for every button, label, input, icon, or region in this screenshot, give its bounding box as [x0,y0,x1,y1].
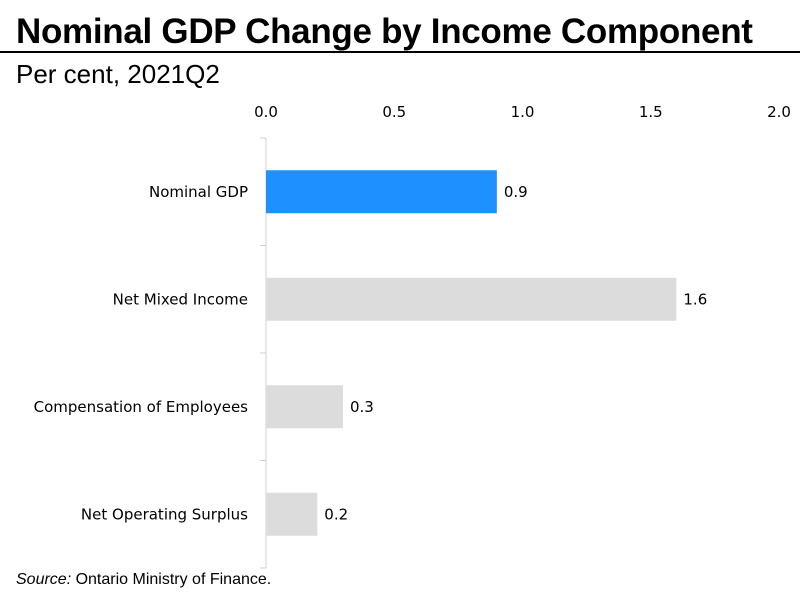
chart-source: Source: Ontario Ministry of Finance. [16,570,271,590]
category-label: Net Mixed Income [113,290,248,308]
x-tick-label: 1.5 [639,103,663,121]
category-label: Compensation of Employees [34,398,249,416]
bar [266,170,497,214]
x-tick-label: 0.5 [382,103,406,121]
bar [266,492,318,536]
x-tick-label: 1.0 [511,103,535,121]
value-label: 1.6 [683,290,707,308]
x-tick-label: 0.0 [254,103,278,121]
x-tick-label: 2.0 [767,103,791,121]
bar [266,277,677,321]
bar [266,385,343,429]
source-label: Source: [16,571,72,588]
value-label: 0.9 [504,183,528,201]
value-label: 0.3 [350,398,374,416]
chart-title: Nominal GDP Change by Income Component [16,12,753,51]
label-layer: Nominal GDP 0.9 Net Mixed Income 1.6 Compens… [34,183,708,524]
chart-subtitle: Per cent, 2021Q2 [16,59,220,89]
title-divider [0,51,800,53]
value-label: 0.2 [324,505,348,523]
category-label: Net Operating Surplus [81,505,248,523]
source-text: Ontario Ministry of Finance. [71,571,272,588]
category-label: Nominal GDP [149,183,248,201]
bar-layer [266,170,677,536]
